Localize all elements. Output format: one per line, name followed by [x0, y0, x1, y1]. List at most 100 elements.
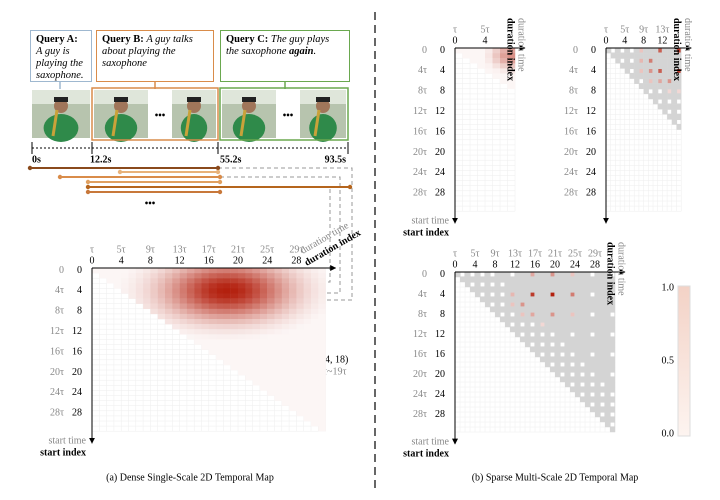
heatmap-cell	[311, 319, 319, 325]
heatmap-cell	[245, 359, 253, 366]
heatmap-cell	[535, 317, 541, 323]
heatmap-cell	[172, 293, 180, 299]
heatmap-cell	[477, 48, 486, 54]
heatmap-cell	[252, 354, 261, 360]
heatmap-cell	[485, 282, 491, 288]
heatmap-cell	[303, 359, 312, 366]
heatmap-cell	[507, 53, 516, 59]
heatmap-cell	[550, 282, 556, 288]
heatmap-cell	[575, 392, 581, 398]
heatmap-cell	[157, 308, 166, 315]
heatmap-cell	[662, 78, 668, 84]
heatmap-cell	[267, 375, 275, 381]
heatmap-cell	[648, 53, 654, 59]
heatmap-cell	[565, 322, 571, 328]
heatmap-cell	[643, 78, 649, 84]
heatmap-cell	[289, 380, 297, 386]
heatmap-cell	[505, 312, 511, 318]
heatmap-cell	[505, 322, 511, 328]
heatmap-cell	[303, 370, 312, 376]
top-index-label: 0	[90, 255, 95, 266]
left-index-label: 28	[435, 409, 445, 420]
heatmap-cell	[575, 332, 581, 338]
heatmap-cell	[615, 58, 621, 64]
heatmap-cell	[605, 397, 611, 403]
heatmap-cell	[653, 63, 658, 69]
heatmap-cell	[296, 319, 304, 325]
heatmap-cell	[565, 357, 571, 363]
heatmap-cell	[150, 268, 158, 274]
heatmap-cell	[505, 287, 511, 293]
heatmap-cell	[252, 298, 261, 304]
heatmap-cell	[303, 339, 312, 345]
heatmap-cell	[575, 307, 581, 313]
saxophone	[313, 109, 321, 137]
heatmap-cell	[201, 329, 209, 335]
heatmap-cell	[318, 375, 326, 381]
heatmap-cell	[186, 303, 195, 309]
heatmap-cell	[172, 273, 180, 279]
heatmap-cell	[208, 308, 217, 315]
heatmap-cell	[230, 298, 239, 304]
heatmap-cell	[671, 93, 677, 100]
heatmap-cell	[245, 288, 253, 294]
heatmap-cell	[653, 88, 658, 95]
sampled-cell	[500, 292, 505, 297]
heatmap-cell	[605, 337, 611, 343]
heatmap-cell	[643, 53, 649, 59]
heatmap-cell	[667, 104, 672, 110]
heatmap-cell	[505, 307, 511, 313]
heatmap-cell	[667, 58, 672, 64]
heatmap-cell	[267, 319, 275, 325]
heatmap-cell	[485, 48, 493, 54]
heatmap-cell	[671, 53, 677, 59]
sampled-cell	[639, 58, 643, 63]
heatmap-cell	[605, 377, 611, 383]
segment-box	[91, 87, 219, 141]
heatmap-cell	[535, 352, 541, 358]
heatmap-cell	[281, 370, 290, 376]
left-index-label: 16	[435, 349, 445, 360]
query-box: Query C: The guy plays the saxophone aga…	[220, 30, 350, 82]
heatmap-cell	[259, 278, 268, 284]
heatmap-cell	[267, 354, 275, 360]
heatmap-cell	[259, 364, 268, 371]
segment-box	[219, 87, 349, 141]
heatmap-cell	[560, 297, 566, 303]
heatmap-cell	[318, 410, 326, 417]
heatmap-cell	[624, 53, 630, 59]
heatmap-cell	[535, 312, 541, 318]
heatmap-cell	[303, 288, 312, 294]
sampled-cell	[590, 272, 595, 277]
heatmap-cell	[600, 322, 606, 328]
top-index-label: 12	[510, 259, 520, 270]
heatmap-cell	[113, 268, 122, 274]
heatmap-cell	[600, 272, 606, 278]
sampled-cell	[677, 89, 681, 94]
heatmap-cell	[274, 344, 282, 350]
heatmap-cell	[643, 88, 649, 95]
heatmap-cell	[580, 277, 586, 283]
heatmap-cell	[495, 277, 501, 283]
sampled-cell	[530, 272, 535, 277]
person-cap	[187, 97, 201, 102]
heatmap-cell	[662, 109, 668, 115]
heatmap-cell	[274, 349, 282, 355]
top-time-label: 9τ	[639, 24, 648, 35]
heatmap-cell	[535, 322, 541, 328]
top-time-label: τ	[453, 24, 457, 35]
sampled-cell	[639, 79, 643, 84]
top-index-label: 16	[204, 255, 214, 266]
sampled-cell	[610, 292, 615, 297]
heatmap-cell	[648, 93, 654, 100]
heatmap-cell	[550, 327, 556, 333]
heatmap-cell	[179, 308, 188, 315]
heatmap-cell	[565, 377, 571, 383]
heatmap-cell	[585, 382, 591, 388]
heatmap-cell	[208, 334, 217, 340]
sampled-cell	[540, 322, 545, 327]
left-time-label: 4τ	[418, 289, 427, 300]
heatmap-cell	[238, 370, 246, 376]
left-time-label: 28τ	[413, 188, 427, 199]
heatmap-cell	[318, 364, 326, 371]
